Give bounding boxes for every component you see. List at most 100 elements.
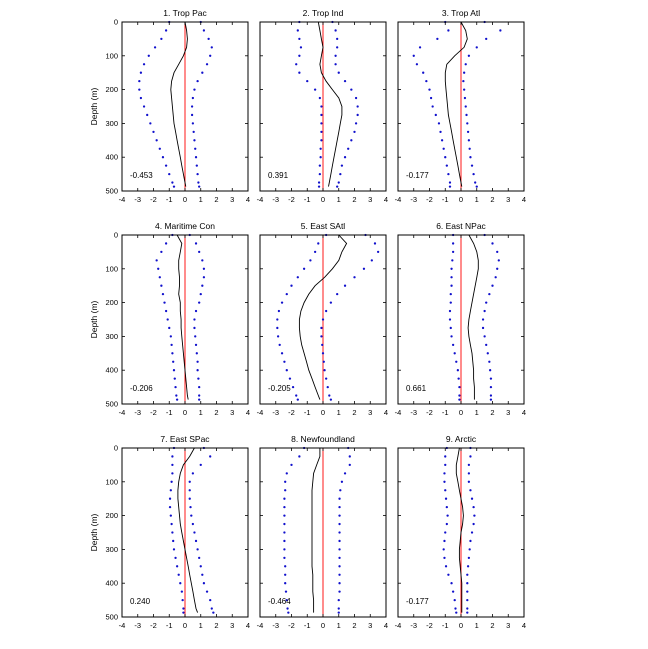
spread-point-right [347,147,350,150]
spread-point-left [446,514,449,517]
spread-point-left [153,46,157,49]
spread-point-right [499,29,502,32]
spread-point-left [276,318,279,321]
mean-line [444,21,468,187]
spread-point-right [196,360,199,363]
spread-point-left [443,539,446,543]
x-tick-label: -4 [395,195,402,204]
spread-point-left [284,489,287,492]
spread-point-right [202,582,206,585]
spread-point-left [422,71,425,74]
correlation-label: 0.661 [406,384,427,393]
spread-point-left [302,267,306,270]
x-tick-label: 4 [522,621,526,630]
spread-point-right [196,548,199,551]
spread-point-left [283,539,286,543]
panel-title: 1. Trop Pac [163,8,207,18]
spread-point-left [418,46,422,49]
x-tick-label: 1 [475,408,479,417]
spread-point-right [338,539,341,543]
spread-point-right [201,284,204,287]
spread-point-right [338,506,341,509]
spread-point-left [179,582,182,585]
spread-point-left [443,472,446,475]
spread-point-right [320,326,323,330]
spread-point-right [196,80,199,83]
x-tick-label: 4 [384,195,388,204]
x-tick-label: 3 [230,408,234,417]
spread-point-left [449,293,452,296]
mean-line [170,21,188,187]
panel-5: 5. East SAtl -4 -3 -2 -1 0 1 2 3 4 -0.205 [257,221,388,417]
spread-point-right [485,37,488,41]
spread-point-right [343,80,347,83]
panel-8: 8. Newfoundland -4 -3 -2 -1 0 1 2 3 4 -0.464 [257,434,388,630]
spread-point-right [469,489,472,492]
spread-point-right [192,130,195,134]
spread-point-left [431,105,434,108]
spread-point-right [474,181,477,184]
x-tick-label: -4 [119,621,126,630]
spread-point-right [462,80,465,83]
spread-point-left [284,573,287,576]
spread-point-left [170,480,173,483]
x-tick-label: 3 [368,408,372,417]
spread-point-right [348,463,351,467]
spread-point-right [193,326,196,330]
spread-point-right [496,267,499,270]
spread-point-left [317,242,320,245]
spread-point-right [354,96,358,100]
spread-point-left [451,242,455,245]
spread-point-left [157,267,160,270]
spread-point-right [338,573,341,576]
spread-point-right [467,472,471,475]
x-tick-label: -2 [288,408,295,417]
spread-point-left [280,301,284,304]
spread-point-left [276,326,279,330]
spread-point-left [444,156,447,159]
spread-point-right [467,54,471,57]
spread-point-left [171,455,174,458]
x-tick-label: -3 [272,621,279,630]
spread-point-right [470,531,474,534]
spread-point-right [350,139,353,142]
x-tick-label: -2 [426,408,433,417]
spread-point-right [188,480,191,483]
spread-point-right [339,489,342,492]
x-tick-label: -4 [395,408,402,417]
spread-point-left [155,259,158,262]
spread-point-left [445,506,448,509]
spread-point-left [450,335,453,338]
spread-point-right [350,88,353,91]
spread-point-left [172,539,175,543]
spread-point-left [447,172,450,176]
spread-point-left [440,139,444,142]
spread-point-left [458,394,461,397]
spread-point-left [164,242,168,245]
spread-point-left [434,113,437,117]
spread-point-right [489,385,493,389]
spread-point-left [175,394,178,397]
x-tick-label: 4 [522,195,526,204]
spread-point-right [338,497,341,500]
spread-point-right [488,369,492,372]
spread-point-left [451,343,455,346]
spread-point-left [455,360,458,363]
spread-point-left [306,80,309,83]
spread-point-right [336,46,339,49]
spread-point-right [337,598,340,602]
spread-point-right [338,522,341,526]
spread-point-right [321,352,325,355]
spread-point-right [485,343,488,346]
spread-point-right [486,352,489,355]
spread-point-left [170,522,173,526]
spread-point-left [449,326,452,330]
spread-point-right [338,565,341,568]
x-tick-label: 0 [183,195,187,204]
x-tick-label: -3 [410,195,417,204]
spread-point-right [323,369,326,372]
correlation-label: -0.464 [268,597,291,606]
spread-point-left [283,531,286,534]
spread-point-right [467,480,471,483]
spread-point-left [170,343,173,346]
